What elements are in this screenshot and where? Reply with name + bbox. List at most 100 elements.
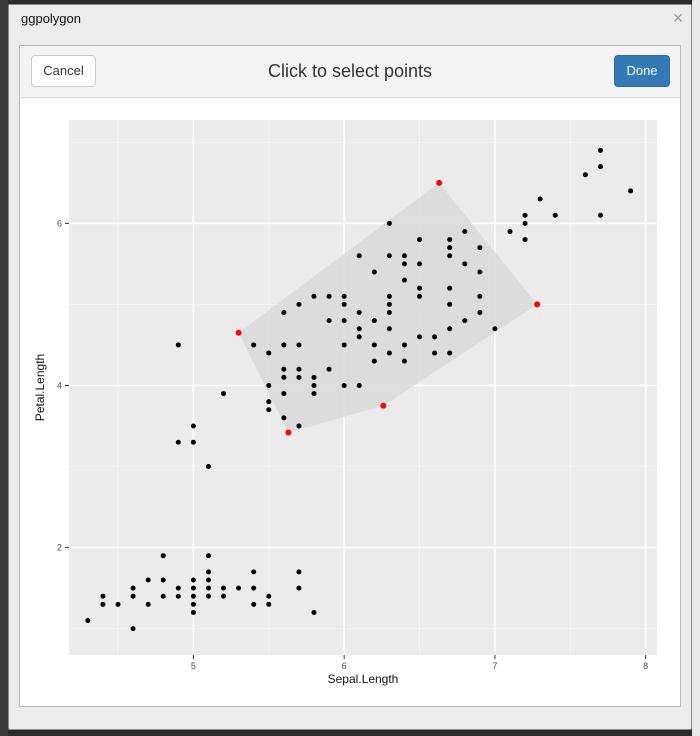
data-point[interactable]	[175, 585, 181, 591]
data-point[interactable]	[417, 261, 423, 267]
data-point[interactable]	[341, 318, 347, 324]
data-point[interactable]	[281, 374, 287, 380]
data-point[interactable]	[130, 626, 136, 632]
data-point[interactable]	[266, 350, 272, 356]
polygon-vertex[interactable]	[436, 179, 443, 186]
data-point[interactable]	[507, 228, 513, 234]
data-point[interactable]	[296, 301, 302, 307]
data-point[interactable]	[85, 618, 91, 624]
data-point[interactable]	[145, 601, 151, 607]
data-point[interactable]	[386, 350, 392, 356]
data-point[interactable]	[552, 212, 558, 218]
data-point[interactable]	[477, 245, 483, 251]
data-point[interactable]	[597, 212, 603, 218]
data-point[interactable]	[175, 439, 181, 445]
data-point[interactable]	[175, 593, 181, 599]
data-point[interactable]	[447, 245, 453, 251]
data-point[interactable]	[386, 293, 392, 299]
data-point[interactable]	[477, 310, 483, 316]
data-point[interactable]	[130, 585, 136, 591]
data-point[interactable]	[266, 382, 272, 388]
data-point[interactable]	[341, 382, 347, 388]
data-point[interactable]	[371, 358, 377, 364]
data-point[interactable]	[311, 374, 317, 380]
data-point[interactable]	[326, 366, 332, 372]
data-point[interactable]	[190, 423, 196, 429]
data-point[interactable]	[371, 342, 377, 348]
data-point[interactable]	[447, 301, 453, 307]
data-point[interactable]	[205, 569, 211, 575]
data-point[interactable]	[281, 366, 287, 372]
data-point[interactable]	[597, 164, 603, 170]
data-point[interactable]	[462, 228, 468, 234]
data-point[interactable]	[432, 334, 438, 340]
data-point[interactable]	[311, 293, 317, 299]
data-point[interactable]	[160, 577, 166, 583]
data-point[interactable]	[432, 350, 438, 356]
data-point[interactable]	[417, 293, 423, 299]
data-point[interactable]	[130, 593, 136, 599]
data-point[interactable]	[266, 407, 272, 413]
data-point[interactable]	[371, 318, 377, 324]
data-point[interactable]	[401, 342, 407, 348]
data-point[interactable]	[462, 261, 468, 267]
data-point[interactable]	[447, 253, 453, 259]
data-point[interactable]	[281, 391, 287, 397]
data-point[interactable]	[296, 374, 302, 380]
data-point[interactable]	[251, 569, 257, 575]
polygon-vertex[interactable]	[380, 402, 387, 409]
data-point[interactable]	[582, 172, 588, 178]
data-point[interactable]	[356, 334, 362, 340]
data-point[interactable]	[371, 269, 377, 275]
data-point[interactable]	[221, 585, 227, 591]
data-point[interactable]	[341, 342, 347, 348]
data-point[interactable]	[251, 601, 257, 607]
data-point[interactable]	[251, 585, 257, 591]
data-point[interactable]	[522, 237, 528, 243]
data-point[interactable]	[281, 310, 287, 316]
data-point[interactable]	[477, 269, 483, 275]
data-point[interactable]	[401, 261, 407, 267]
data-point[interactable]	[100, 593, 106, 599]
data-point[interactable]	[115, 601, 121, 607]
data-point[interactable]	[356, 310, 362, 316]
data-point[interactable]	[341, 301, 347, 307]
data-point[interactable]	[221, 593, 227, 599]
data-point[interactable]	[492, 326, 498, 332]
data-point[interactable]	[537, 196, 543, 202]
data-point[interactable]	[281, 415, 287, 421]
data-point[interactable]	[296, 585, 302, 591]
data-point[interactable]	[281, 342, 287, 348]
data-point[interactable]	[522, 220, 528, 226]
data-point[interactable]	[190, 585, 196, 591]
polygon-vertex[interactable]	[534, 301, 541, 308]
data-point[interactable]	[190, 601, 196, 607]
data-point[interactable]	[386, 326, 392, 332]
close-icon[interactable]: ×	[672, 8, 684, 28]
data-point[interactable]	[477, 293, 483, 299]
data-point[interactable]	[447, 350, 453, 356]
data-point[interactable]	[190, 593, 196, 599]
data-point[interactable]	[417, 285, 423, 291]
data-point[interactable]	[190, 439, 196, 445]
data-point[interactable]	[266, 593, 272, 599]
data-point[interactable]	[311, 391, 317, 397]
data-point[interactable]	[417, 237, 423, 243]
data-point[interactable]	[356, 382, 362, 388]
data-point[interactable]	[401, 358, 407, 364]
data-point[interactable]	[447, 285, 453, 291]
data-point[interactable]	[296, 569, 302, 575]
data-point[interactable]	[326, 293, 332, 299]
data-point[interactable]	[221, 391, 227, 397]
polygon-vertex[interactable]	[285, 429, 292, 436]
data-point[interactable]	[160, 553, 166, 559]
data-point[interactable]	[311, 609, 317, 615]
data-point[interactable]	[628, 188, 634, 194]
data-point[interactable]	[311, 382, 317, 388]
data-point[interactable]	[401, 253, 407, 259]
data-point[interactable]	[597, 147, 603, 153]
data-point[interactable]	[205, 464, 211, 470]
data-point[interactable]	[296, 342, 302, 348]
data-point[interactable]	[160, 593, 166, 599]
data-point[interactable]	[417, 334, 423, 340]
